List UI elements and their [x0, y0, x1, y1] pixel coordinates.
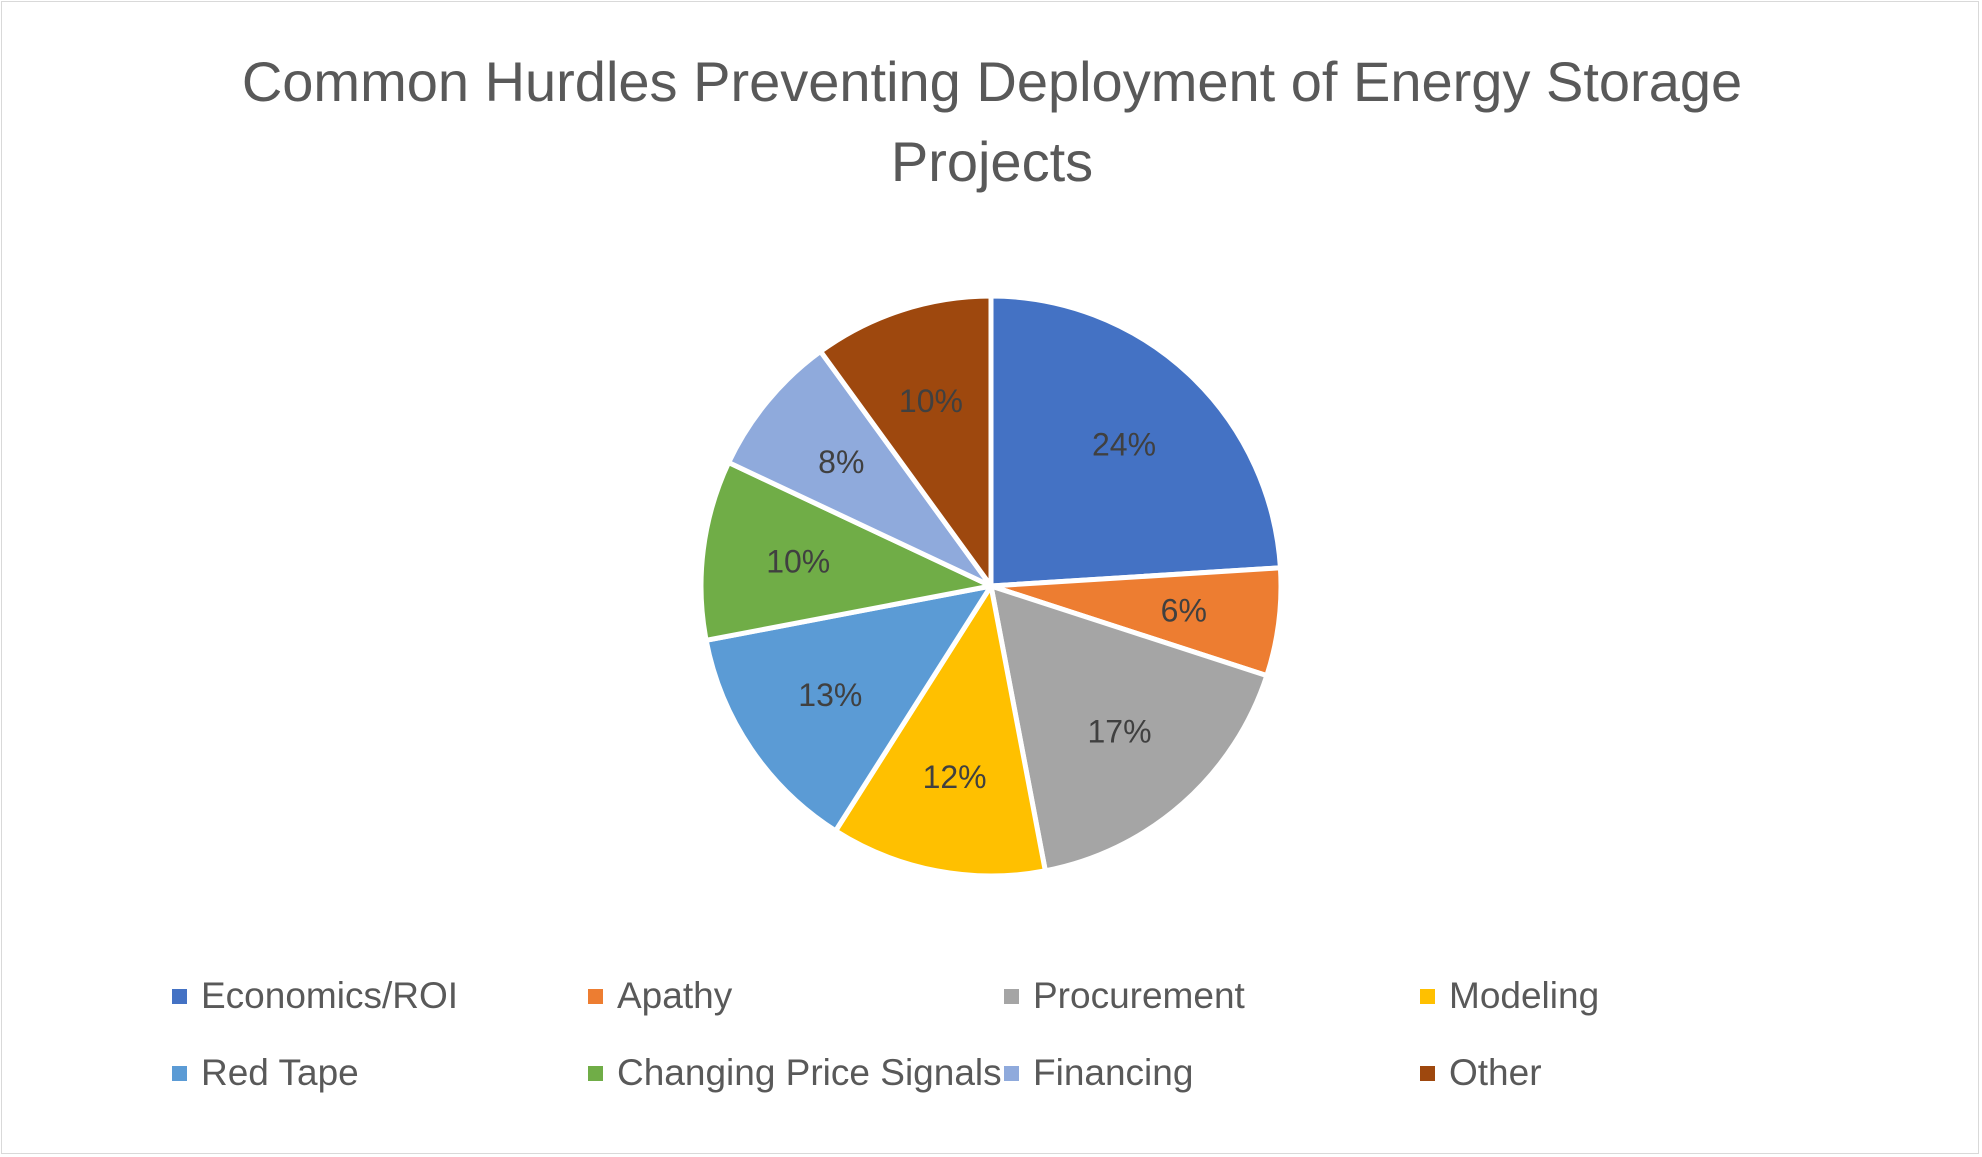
data-label-financing: 8% — [818, 444, 864, 480]
legend-label-modeling: Modeling — [1449, 975, 1600, 1016]
legend-label-procurement: Procurement — [1033, 975, 1245, 1016]
data-label-procurement: 17% — [1087, 714, 1151, 750]
legend-item-financing: Financing — [1004, 1051, 1193, 1095]
legend-label-economics-roi: Economics/ROI — [201, 975, 459, 1016]
legend-item-red-tape: Red Tape — [172, 1051, 359, 1095]
data-label-red-tape: 13% — [798, 677, 862, 713]
legend-item-changing-price-signals: Changing Price Signals — [588, 1051, 1002, 1095]
data-label-other: 10% — [899, 383, 963, 419]
pie-slice-financing — [726, 348, 994, 589]
legend-swatch-red-tape — [172, 1065, 187, 1081]
legend-label-red-tape: Red Tape — [201, 1052, 359, 1093]
data-label-economics-roi: 24% — [1092, 426, 1156, 462]
legend-swatch-procurement — [1004, 988, 1019, 1004]
legend-label-other: Other — [1449, 1052, 1542, 1093]
legend-swatch-financing — [1004, 1065, 1019, 1081]
data-label-apathy: 6% — [1161, 592, 1207, 628]
pie-slice-other — [818, 293, 994, 589]
pie-slice-procurement — [988, 583, 1270, 874]
pie-slice-modeling — [833, 583, 1048, 879]
legend-label-apathy: Apathy — [617, 975, 733, 1016]
legend-label-financing: Financing — [1033, 1052, 1194, 1093]
legend-label-changing-price-signals: Changing Price Signals — [617, 1052, 1002, 1093]
legend-item-apathy: Apathy — [588, 974, 732, 1018]
legend-item-modeling: Modeling — [1420, 974, 1599, 1018]
pie-slice-red-tape — [703, 583, 994, 834]
legend-swatch-modeling — [1420, 988, 1435, 1004]
legend-item-economics-roi: Economics/ROI — [172, 974, 458, 1018]
legend-item-other: Other — [1420, 1051, 1542, 1095]
data-label-modeling: 12% — [923, 759, 987, 795]
legend-item-procurement: Procurement — [1004, 974, 1245, 1018]
pie-slice-changing-price-signals — [698, 460, 994, 643]
legend-swatch-other — [1420, 1065, 1435, 1081]
chart-title: Common Hurdles Preventing Deployment of … — [241, 50, 1743, 193]
legend-swatch-apathy — [588, 988, 603, 1004]
legend-swatch-economics-roi — [172, 988, 187, 1004]
data-label-changing-price-signals: 10% — [766, 544, 830, 580]
legend-swatch-changing-price-signals — [588, 1065, 603, 1081]
pie-slice-economics-roi — [988, 293, 1283, 589]
